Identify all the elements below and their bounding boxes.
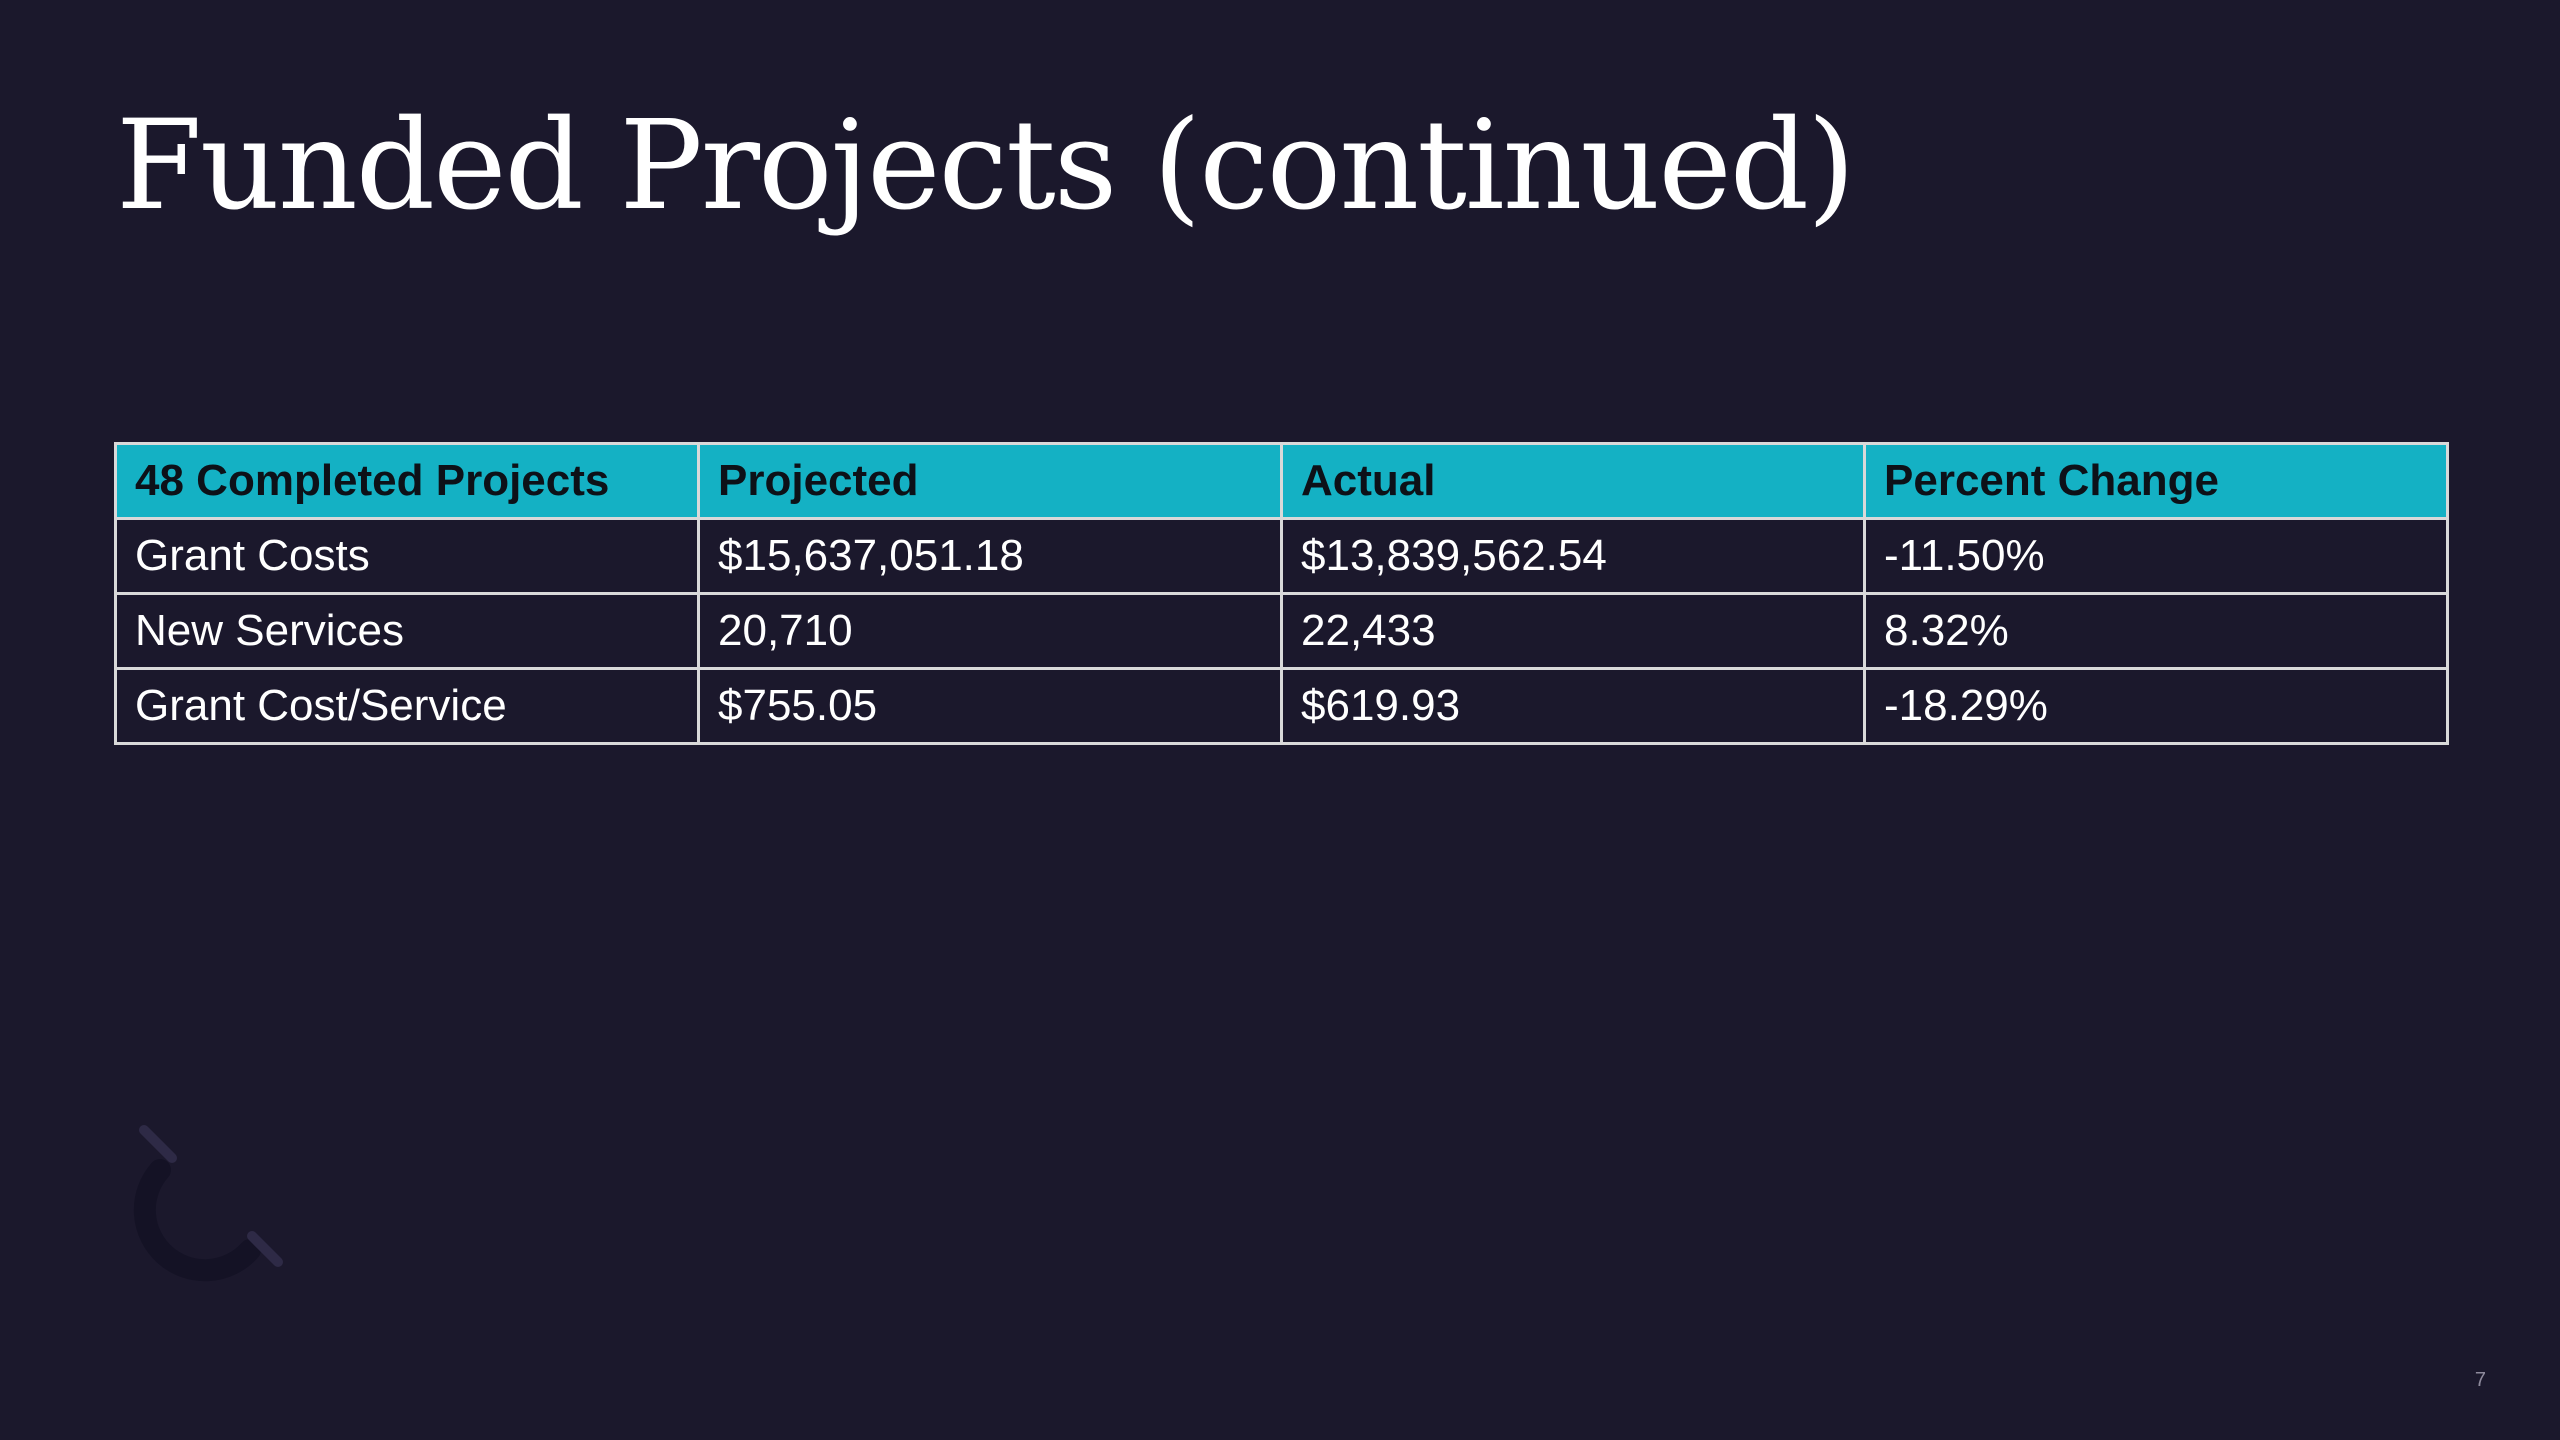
row-label-cell: Grant Costs xyxy=(114,517,700,595)
percent-change-cell: -18.29% xyxy=(1863,667,2449,745)
projected-cell: $755.05 xyxy=(697,667,1283,745)
header-projected: Projected xyxy=(697,442,1283,520)
projected-cell: $15,637,051.18 xyxy=(697,517,1283,595)
page-number: 7 xyxy=(2474,1369,2486,1391)
percent-change-cell: -11.50% xyxy=(1863,517,2449,595)
projected-cell: 20,710 xyxy=(697,592,1283,670)
table-row: Grant Costs $15,637,051.18 $13,839,562.5… xyxy=(114,517,2449,595)
table-row: Grant Cost/Service $755.05 $619.93 -18.2… xyxy=(114,667,2449,745)
projects-table-container: 48 Completed Projects Projected Actual P… xyxy=(114,442,2449,745)
percent-change-cell: 8.32% xyxy=(1863,592,2449,670)
table-header-row: 48 Completed Projects Projected Actual P… xyxy=(114,442,2449,520)
circle-arc-decoration-icon xyxy=(133,1125,283,1282)
header-completed-projects: 48 Completed Projects xyxy=(114,442,700,520)
table-row: New Services 20,710 22,433 8.32% xyxy=(114,592,2449,670)
row-label-cell: Grant Cost/Service xyxy=(114,667,700,745)
row-label-cell: New Services xyxy=(114,592,700,670)
header-percent-change: Percent Change xyxy=(1863,442,2449,520)
actual-cell: 22,433 xyxy=(1280,592,1866,670)
actual-cell: $619.93 xyxy=(1280,667,1866,745)
actual-cell: $13,839,562.54 xyxy=(1280,517,1866,595)
slide-title: Funded Projects (continued) xyxy=(116,94,1856,238)
projects-table: 48 Completed Projects Projected Actual P… xyxy=(114,442,2449,745)
header-actual: Actual xyxy=(1280,442,1866,520)
